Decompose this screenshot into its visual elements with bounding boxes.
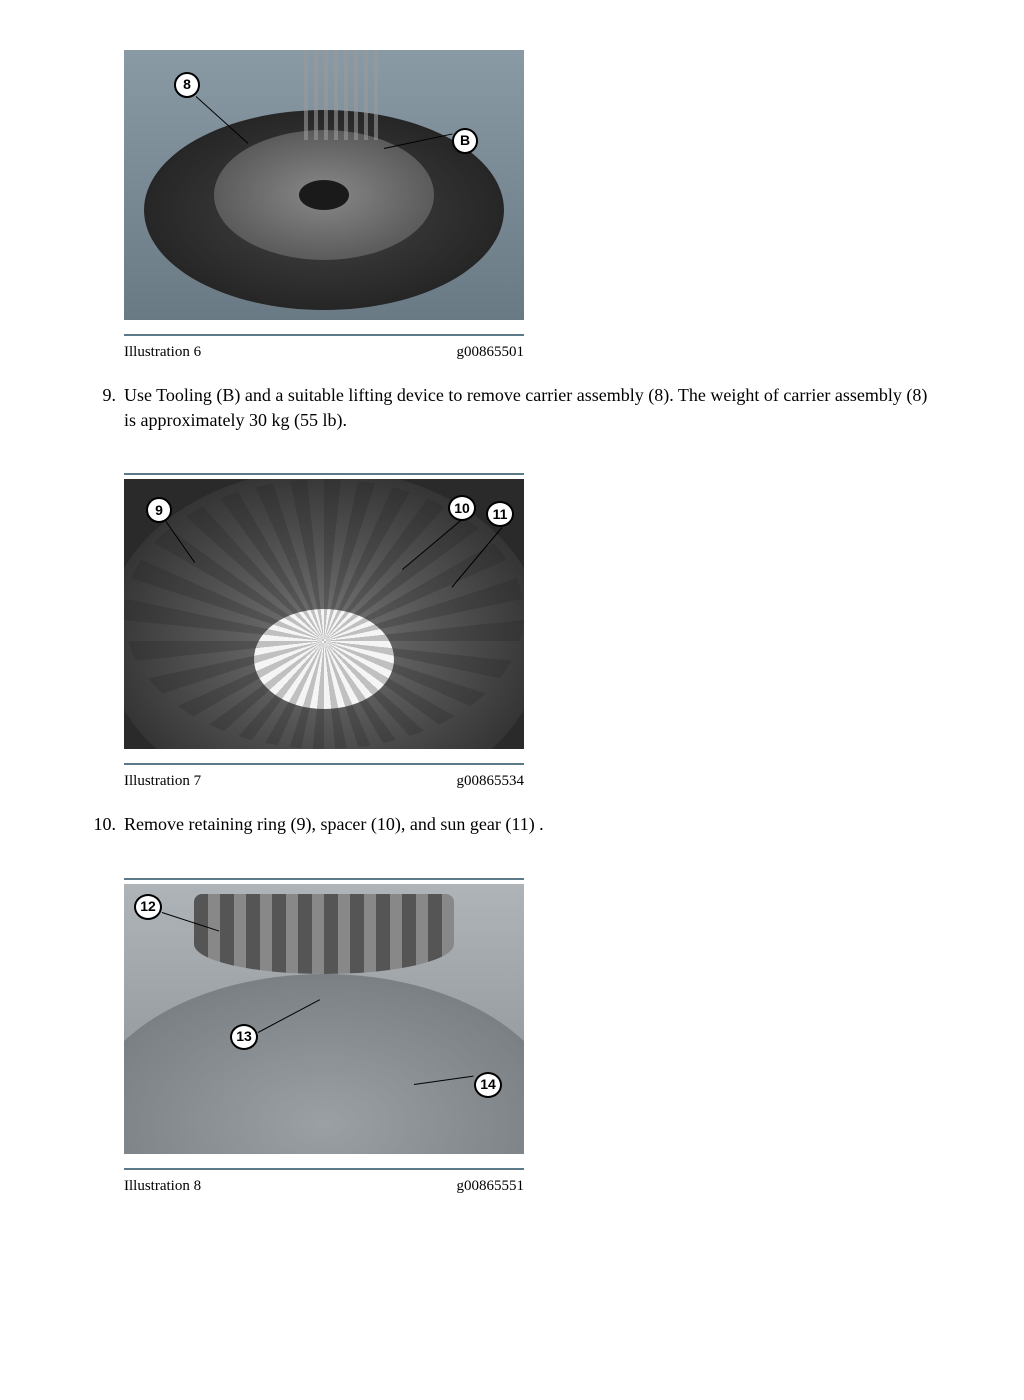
illustration-label: Illustration 6 xyxy=(124,342,201,363)
illustration-8-image: 12 13 14 xyxy=(124,884,524,1154)
figure-top-divider xyxy=(124,878,524,880)
illustration-label: Illustration 8 xyxy=(124,1176,201,1197)
step-text: Use Tooling (B) and a suitable lifting d… xyxy=(124,383,934,433)
figure-divider xyxy=(124,334,524,336)
illustration-ref: g00865501 xyxy=(457,342,525,363)
illustration-ref: g00865534 xyxy=(457,771,525,792)
illustration-ref: g00865551 xyxy=(457,1176,525,1197)
step-number: 9. xyxy=(90,383,124,433)
illustration-6-image: 8 B xyxy=(124,50,524,320)
callout-13: 13 xyxy=(230,1024,258,1050)
callout-B: B xyxy=(452,128,478,154)
illustration-label: Illustration 7 xyxy=(124,771,201,792)
figure-block-8: 12 13 14 Illustration 8 g00865551 xyxy=(124,878,934,1197)
figure-divider xyxy=(124,1168,524,1170)
figure-block-6: 8 B Illustration 6 g00865501 xyxy=(124,50,934,363)
figure-caption-row: Illustration 7 g00865534 xyxy=(124,771,524,792)
figure-caption-row: Illustration 6 g00865501 xyxy=(124,342,524,363)
step-10: 10. Remove retaining ring (9), spacer (1… xyxy=(90,812,934,837)
figure-caption-row: Illustration 8 g00865551 xyxy=(124,1176,524,1197)
callout-14: 14 xyxy=(474,1072,502,1098)
step-9: 9. Use Tooling (B) and a suitable liftin… xyxy=(90,383,934,433)
callout-12: 12 xyxy=(134,894,162,920)
illustration-7-image: 9 10 11 xyxy=(124,479,524,749)
callout-8: 8 xyxy=(174,72,200,98)
figure-divider xyxy=(124,763,524,765)
step-text: Remove retaining ring (9), spacer (10), … xyxy=(124,812,934,837)
figure-top-divider xyxy=(124,473,524,475)
callout-11: 11 xyxy=(486,501,514,527)
figure-block-7: 9 10 11 Illustration 7 g00865534 xyxy=(124,473,934,792)
step-number: 10. xyxy=(90,812,124,837)
